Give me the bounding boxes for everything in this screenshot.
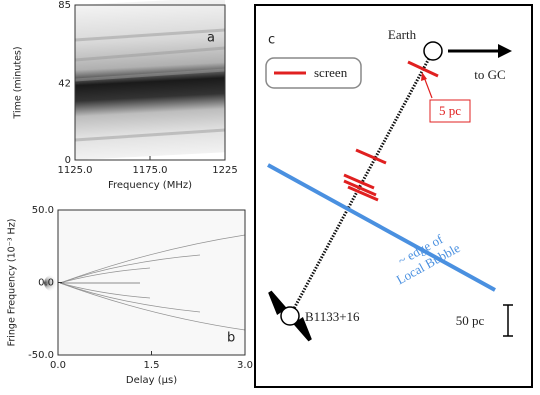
earth-marker [423,41,443,61]
y-tick-label: 0 [65,155,71,166]
dynamic-spectrum [74,0,226,161]
legend-box [265,57,362,89]
y-tick-label: 50.0 [32,205,54,216]
panel-label: b [227,331,235,346]
pulsar-marker [280,306,300,326]
size-box [429,99,471,123]
y-tick-label: 85 [58,0,71,11]
size-label: 5 pc [439,103,461,118]
screens [343,60,439,202]
x-tick-label: 1125.0 [58,165,93,176]
panel-label: a [207,31,215,46]
y-axis-title: Time (minutes) [13,46,24,119]
y-tick-label: 42 [58,78,71,89]
x-tick-label: 0.0 [50,360,66,371]
secondary-spectrum [44,210,246,355]
x-tick-label: 3.0 [237,360,253,371]
x-tick-label: 1225 [212,165,237,176]
earth-label: Earth [388,27,417,42]
pulsar-label: B1133+16 [305,309,360,324]
legend-label: screen [314,65,348,80]
diagram-frame [254,4,533,388]
size-pointer [423,76,433,99]
pulsar-beams [268,290,312,342]
x-axis-title: Delay (μs) [126,375,177,386]
y-tick-label: -50.0 [28,350,54,361]
panel-label: c [268,33,275,48]
x-tick-label: 1175.0 [133,165,168,176]
bubble-edge [267,163,496,292]
scale-label: 50 pc [456,313,485,328]
scale-bar [503,304,513,337]
y-tick-label: 0.0 [38,278,54,289]
gc-label: to GC [474,67,505,82]
x-tick-label: 1.5 [144,360,160,371]
gc-arrowhead [498,44,512,58]
x-axis-title: Frequency (MHz) [108,180,192,191]
y-axis-title: Fringe Frequency (10⁻³ Hz) [7,219,18,347]
size-pointer-head [421,72,427,81]
